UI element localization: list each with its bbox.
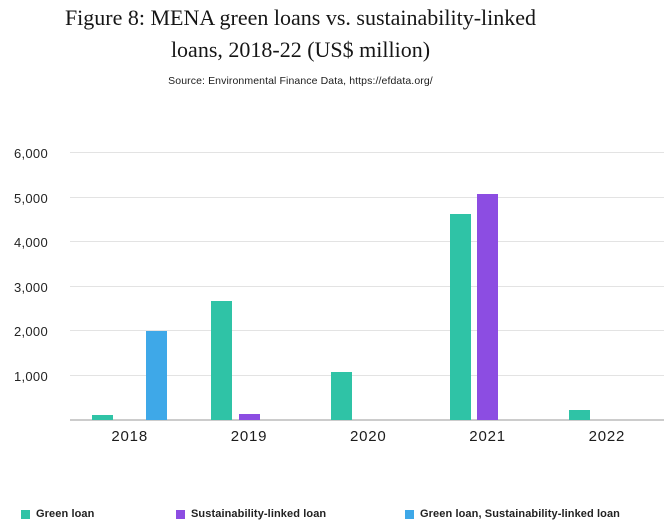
chart-header: Figure 8: MENA green loans vs. sustainab… bbox=[0, 0, 601, 87]
bar-2018-green-loan-sustainability-linked-loan bbox=[146, 331, 168, 420]
chart-title-line-1: Figure 8: MENA green loans vs. sustainab… bbox=[64, 5, 537, 30]
x-tick-label-2019: 2019 bbox=[230, 428, 268, 445]
gridline-3,000 bbox=[70, 285, 664, 287]
gridline-6,000 bbox=[70, 152, 664, 153]
bar-2020-green-loan bbox=[330, 371, 352, 420]
chart-source: Source: Environmental Finance Data, http… bbox=[168, 75, 433, 87]
bar-2021-green-loan bbox=[449, 214, 471, 420]
chart-title: Figure 8: MENA green loans vs. sustainab… bbox=[0, 2, 601, 66]
bar-2022-green-loan bbox=[569, 410, 591, 420]
legend: Green loan Sustainability-linked loan Gree… bbox=[0, 506, 666, 524]
x-axis: 2018 2019 2020 2021 2022 bbox=[70, 428, 664, 448]
bar-2019-sustainability-linked-loan bbox=[238, 414, 260, 420]
chart-title-line-2: loans, 2018-22 (US$ million) bbox=[170, 37, 431, 62]
y-axis: 1,000 2,000 3,000 4,000 5,000 6,000 bbox=[0, 146, 48, 420]
y-tick-label: 4,000 bbox=[13, 235, 48, 250]
plot-area bbox=[70, 152, 664, 421]
legend-swatch-icon bbox=[21, 509, 30, 519]
bar-2019-green-loan bbox=[211, 300, 233, 420]
y-tick-label: 6,000 bbox=[13, 146, 48, 161]
legend-item-sustainability-linked-loan: Sustainability-linked loan bbox=[176, 508, 326, 520]
legend-label: Green loan bbox=[36, 508, 95, 520]
y-tick-label: 2,000 bbox=[13, 324, 48, 339]
x-axis-baseline bbox=[70, 419, 664, 421]
x-tick-label-2018: 2018 bbox=[111, 428, 148, 445]
legend-label: Sustainability-linked loan bbox=[191, 508, 327, 520]
x-tick-label-2022: 2022 bbox=[588, 428, 626, 445]
bar-2018-green-loan bbox=[92, 414, 113, 420]
legend-swatch-icon bbox=[176, 509, 185, 519]
legend-item-green-loan: Green loan bbox=[21, 508, 94, 520]
gridline-4,000 bbox=[70, 241, 664, 242]
y-tick-label: 1,000 bbox=[13, 368, 48, 384]
legend-swatch-icon bbox=[405, 509, 414, 519]
x-tick-label-2020: 2020 bbox=[350, 428, 387, 445]
y-tick-label: 3,000 bbox=[13, 279, 48, 295]
gridline-1,000 bbox=[70, 374, 664, 376]
gridline-2,000 bbox=[70, 330, 664, 331]
legend-label: Green loan, Sustainability-linked loan bbox=[420, 508, 621, 520]
legend-item-green-loan-sustainability-linked-loan: Green loan, Sustainability-linked loan bbox=[405, 508, 620, 520]
y-tick-label: 5,000 bbox=[13, 190, 48, 206]
x-tick-label-2021: 2021 bbox=[469, 428, 506, 445]
gridline-5,000 bbox=[70, 196, 664, 198]
bar-2021-sustainability-linked-loan bbox=[477, 194, 499, 420]
